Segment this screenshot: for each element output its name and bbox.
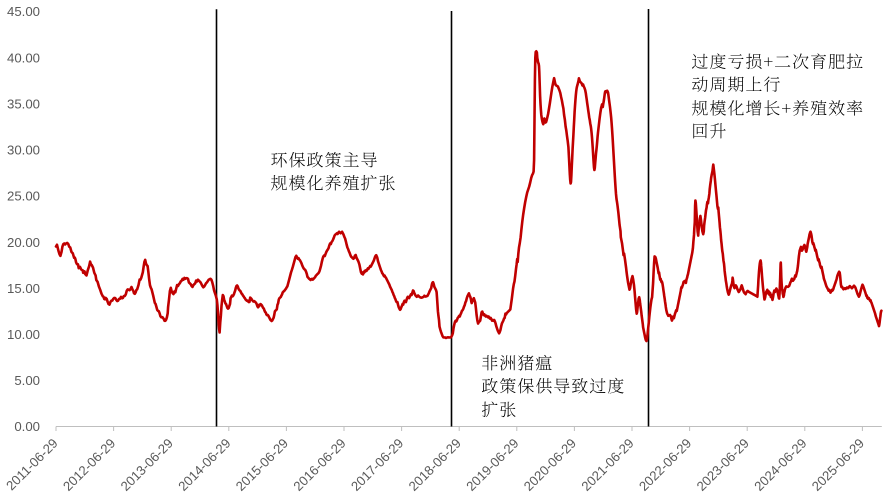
svg-text:15.00: 15.00 — [7, 281, 40, 296]
svg-text:20.00: 20.00 — [7, 235, 40, 250]
svg-text:40.00: 40.00 — [7, 50, 40, 65]
svg-text:0.00: 0.00 — [14, 419, 40, 434]
svg-text:10.00: 10.00 — [7, 327, 40, 342]
svg-text:25.00: 25.00 — [7, 189, 40, 204]
svg-text:35.00: 35.00 — [7, 96, 40, 111]
svg-text:45.00: 45.00 — [7, 4, 40, 19]
svg-text:30.00: 30.00 — [7, 143, 40, 158]
svg-text:5.00: 5.00 — [14, 373, 40, 388]
